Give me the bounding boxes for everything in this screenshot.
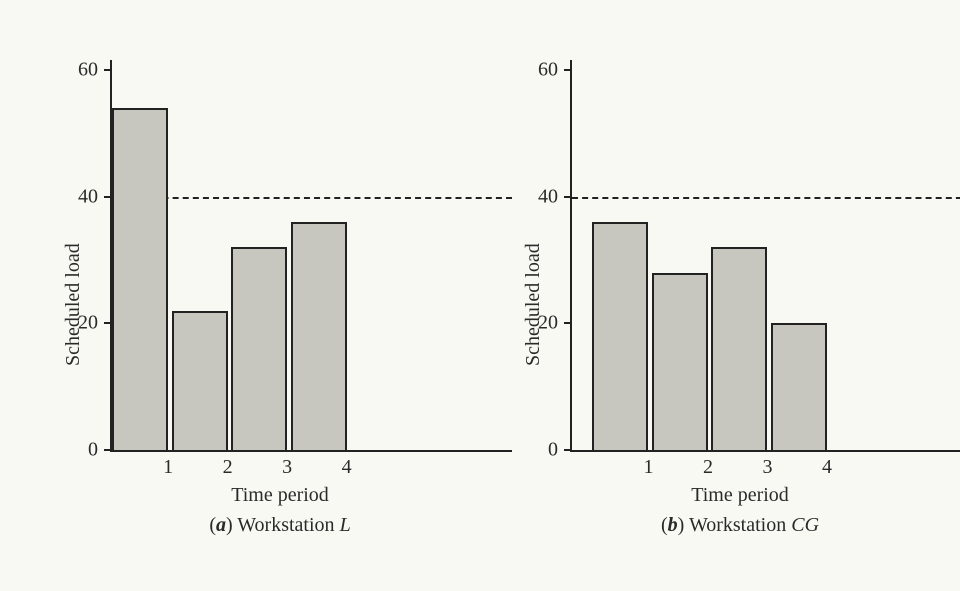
y-tick	[564, 69, 572, 71]
y-tick	[104, 69, 112, 71]
bar	[112, 108, 168, 450]
y-tick-label: 0	[88, 439, 98, 462]
bar	[172, 311, 228, 450]
reference-line	[572, 197, 960, 199]
panel-caption-b: (b) Workstation CG	[661, 514, 819, 537]
caption-text: ) Workstation	[678, 514, 792, 536]
figure-canvas: 02040601234 Scheduled load Time period (…	[0, 0, 960, 591]
panel-caption-a: (a) Workstation L	[209, 514, 350, 537]
bar	[592, 222, 648, 450]
bar	[771, 323, 827, 450]
y-tick-label: 40	[538, 185, 558, 208]
x-tick-label: 1	[644, 456, 654, 479]
y-tick-label: 60	[78, 59, 98, 82]
y-tick-label: 60	[538, 59, 558, 82]
y-tick	[564, 196, 572, 198]
x-axis-extension	[912, 450, 960, 452]
caption-text: ) Workstation	[226, 514, 340, 536]
panel-b: 02040601234 Scheduled load Time period (…	[490, 30, 930, 560]
plot-a: 02040601234	[110, 70, 452, 452]
x-tick-label: 4	[822, 456, 832, 479]
reference-line	[112, 197, 512, 199]
panel-a: 02040601234 Scheduled load Time period (…	[30, 30, 470, 560]
caption-tag-letter: a	[216, 514, 226, 536]
y-tick	[564, 322, 572, 324]
y-axis-label: Scheduled load	[62, 244, 85, 367]
plot-b: 02040601234	[570, 70, 912, 452]
bar	[652, 273, 708, 450]
bar	[291, 222, 347, 450]
y-tick-label: 0	[548, 439, 558, 462]
x-axis-label: Time period	[691, 484, 789, 507]
caption-workstation-id: L	[340, 514, 351, 536]
y-tick	[564, 449, 572, 451]
x-tick-label: 2	[703, 456, 713, 479]
x-axis-label: Time period	[231, 484, 329, 507]
caption-paren-open: (	[209, 514, 216, 536]
caption-tag-letter: b	[668, 514, 678, 536]
y-tick-label: 40	[78, 185, 98, 208]
x-tick-label: 3	[763, 456, 773, 479]
y-tick	[104, 449, 112, 451]
x-tick-label: 4	[342, 456, 352, 479]
x-tick-label: 1	[163, 456, 173, 479]
bar	[231, 247, 287, 450]
caption-workstation-id: CG	[791, 514, 819, 536]
y-tick	[104, 196, 112, 198]
x-tick-label: 3	[282, 456, 292, 479]
x-tick-label: 2	[223, 456, 233, 479]
bar	[711, 247, 767, 450]
y-axis-label: Scheduled load	[522, 244, 545, 367]
y-tick	[104, 322, 112, 324]
caption-paren-open: (	[661, 514, 668, 536]
